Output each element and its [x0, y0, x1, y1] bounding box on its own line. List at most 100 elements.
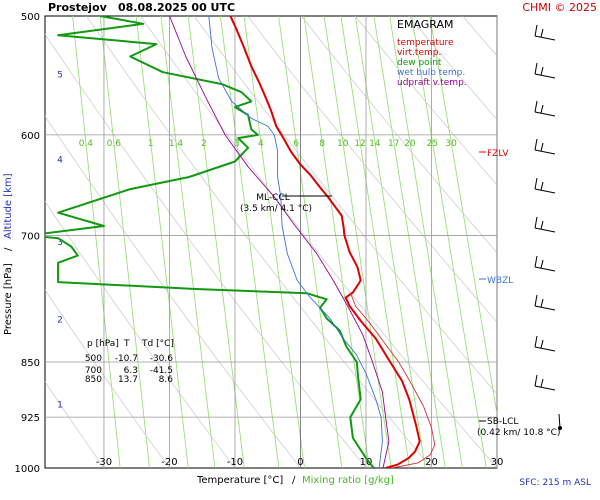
table-cell: 6.3 [124, 366, 138, 376]
mixing-ratio-label: 17 [388, 139, 399, 149]
mixing-ratio-label: 12 [354, 139, 365, 149]
mixing-ratio-line [340, 16, 410, 468]
dry-adiabat [45, 381, 105, 468]
table-cell: -41.5 [150, 366, 173, 376]
wind-barb [534, 294, 556, 311]
pressure-tick-label: 1000 [15, 464, 40, 475]
sb-lcl-label: SB-LCL [487, 417, 518, 427]
profile-temperature [229, 16, 421, 468]
dry-adiabat [45, 289, 170, 468]
mixing-ratio-line [323, 16, 392, 468]
mixing-ratio-label: 25 [427, 139, 438, 149]
wind-barb [534, 177, 556, 194]
wind-barb [534, 216, 556, 233]
sb-lcl-values: (0.42 km/ 10.8 °C) [477, 428, 560, 438]
mixing-ratio-line [160, 16, 216, 468]
y-axis-title-pressure: Pressure [hPa] [3, 263, 14, 335]
mixing-ratio-line [429, 16, 497, 416]
dry-adiabat [516, 16, 600, 468]
station-name: Prostejov [48, 1, 108, 14]
pressure-tick-label: 850 [21, 358, 40, 369]
y-axis-title: Pressure [hPa] / Altitude [km] [3, 173, 14, 335]
mixing-ratio-label: 0.4 [79, 139, 94, 149]
table-header-td: Td [°C] [141, 339, 174, 349]
dry-adiabat [193, 16, 497, 395]
wind-barb [534, 255, 556, 272]
mixing-ratio-label: 10 [337, 139, 349, 149]
altitude-tick-label: 2 [57, 315, 63, 325]
dry-adiabat [139, 16, 497, 468]
dry-adiabat [354, 16, 497, 186]
altitude-tick-label: 4 [57, 155, 63, 165]
ml-ccl-label: ML-CCL [256, 193, 289, 203]
table-cell: -30.6 [150, 354, 174, 364]
wind-barb [558, 413, 562, 430]
profile-udpraft-v-temp [169, 16, 390, 468]
mixing-ratio-labels: 0.4 0.6 1 1.4 2 3 4 6 8 10 12 14 17 20 25 30 [79, 139, 457, 149]
legend-item-wet-bulb: wet bulb temp. [397, 68, 465, 78]
y-axis-title-altitude: Altitude [km] [3, 173, 14, 239]
dry-adiabat [301, 16, 497, 254]
table-cell: -10.7 [115, 354, 138, 364]
pressure-tick-label: 600 [21, 131, 40, 142]
altitude-tick-label: 1 [57, 401, 63, 411]
temperature-tick-label: -20 [161, 457, 177, 468]
table-cell: 500 [85, 354, 102, 364]
mixing-ratio-line [99, 16, 150, 468]
temperature-tick-label: 30 [491, 457, 504, 468]
copyright: CHMI © 2025 [522, 1, 597, 14]
mixing-ratio-label: 20 [404, 139, 416, 149]
y-axis-title-separator: / [3, 247, 14, 251]
mixing-ratio-label: 1.4 [169, 139, 184, 149]
sounding-profiles [45, 16, 436, 468]
legend-item-dew-point: dew point [397, 58, 442, 68]
mixing-ratio-line [135, 16, 189, 468]
wind-barb [534, 374, 556, 391]
profile-wet-bulb-temp [208, 16, 383, 468]
temperature-tick-label: -10 [227, 457, 243, 468]
temperature-tick-label: -30 [96, 457, 112, 468]
x-axis-title-temperature: Temperature [°C] [196, 475, 283, 486]
mixing-ratio-line [389, 16, 463, 468]
temperature-tick-label: 20 [425, 457, 438, 468]
temperature-tick-label: 0 [297, 457, 303, 468]
legend-item-updraft-virtual-temperature: udpraft v.temp. [397, 78, 467, 88]
pressure-tick-labels: 500 600 700 850 925 1000 [15, 12, 40, 475]
table-cell: 700 [85, 366, 102, 376]
legend: EMAGRAM temperature virt.temp. dew point… [397, 18, 467, 88]
mixing-ratio-label: 4 [258, 139, 264, 149]
wind-barb [534, 62, 556, 79]
mixing-ratio-label: 30 [445, 139, 457, 149]
level-table: p [hPa] T Td [°C] 500 -10.7 -30.6 700 6.… [85, 339, 174, 385]
mixing-ratio-line [303, 16, 370, 468]
dry-adiabat [247, 16, 497, 323]
ml-ccl-values: (3.5 km/ 4.1 °C) [240, 204, 312, 214]
legend-item-virtual-temperature: virt.temp. [397, 48, 441, 58]
temperature-tick-labels: -30 -20 -10 0 10 20 30 [96, 457, 504, 468]
mixing-ratio-label: 14 [369, 139, 381, 149]
table-cell: 850 [85, 375, 102, 385]
mixing-ratio-label: 2 [201, 139, 207, 149]
pressure-tick-label: 700 [21, 231, 40, 242]
mixing-ratio-line [219, 16, 280, 468]
wind-barbs [534, 24, 562, 430]
altitude-tick-label: 3 [57, 238, 63, 248]
profile-virt-temp [349, 292, 436, 468]
mixing-ratio-line [411, 16, 487, 468]
plot-area [44, 15, 498, 469]
temperature-pressure-grid [45, 16, 498, 468]
dry-adiabat [408, 16, 497, 121]
legend-title: EMAGRAM [397, 18, 454, 31]
mixing-ratio-label: 3 [234, 139, 240, 149]
mixing-ratio-label: 8 [319, 139, 325, 149]
wind-barb [534, 138, 556, 155]
dry-adiabat [45, 200, 236, 468]
dry-adiabat [45, 33, 367, 468]
surface-elevation: SFC: 215 m ASL [519, 478, 591, 488]
wind-barb [534, 335, 556, 352]
table-cell: 13.7 [118, 375, 138, 385]
dry-adiabat [86, 16, 432, 468]
table-cell: 8.6 [159, 375, 174, 385]
wbzl-label: WBZL [487, 276, 513, 286]
